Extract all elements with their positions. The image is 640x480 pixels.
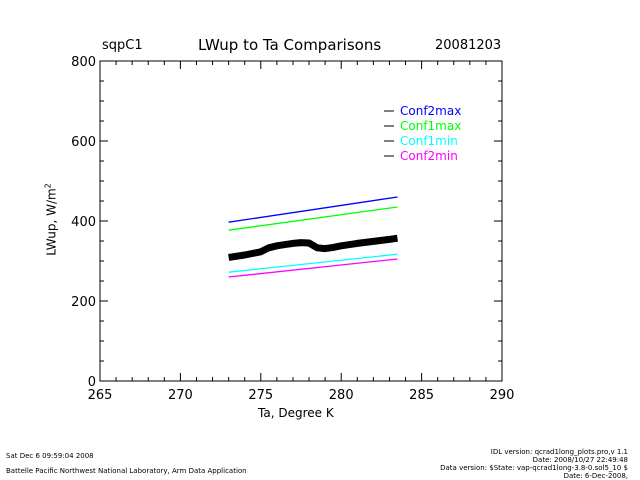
y-axis-label-text: LWup, W/m xyxy=(44,188,59,256)
legend-item-conf2min: Conf2min xyxy=(400,149,458,163)
date-label: 20081203 xyxy=(435,38,502,53)
footer-data-date: Date: 6-Dec-2008, xyxy=(563,472,628,480)
series-conf2max xyxy=(228,196,398,223)
footer-idl-date: Date: 2008/10/27 22:49:48 xyxy=(532,456,628,464)
site-label: sqpC1 xyxy=(102,38,143,53)
y-tick-label: 400 xyxy=(71,215,96,230)
x-tick-label: 265 xyxy=(88,388,113,403)
x-tick-label: 285 xyxy=(409,388,434,403)
y-tick-label: 200 xyxy=(71,295,96,310)
legend-item-conf1max: Conf1max xyxy=(400,119,462,133)
y-axis-label-sup: 2 xyxy=(43,183,53,189)
footer-run-time: Sat Dec 6 09:59:04 2008 xyxy=(6,452,94,460)
legend-item-conf2max: Conf2max xyxy=(400,104,462,118)
series-lwup xyxy=(228,234,398,261)
series-conf1max xyxy=(228,206,398,231)
legend-item-conf1min: Conf1min xyxy=(400,134,458,148)
footer-org: Battelle Pacific Northwest National Labo… xyxy=(6,467,247,475)
x-tick-label: 280 xyxy=(329,388,354,403)
x-tick-label: 275 xyxy=(248,388,273,403)
x-axis-label: Ta, Degree K xyxy=(258,406,334,420)
y-tick-label: 0 xyxy=(88,375,96,390)
series-conf2min xyxy=(228,258,398,278)
x-tick-label: 270 xyxy=(168,388,193,403)
series-conf1min xyxy=(228,253,398,273)
x-tick-label: 290 xyxy=(490,388,515,403)
y-tick-label: 600 xyxy=(71,135,96,150)
chart-title: LWup to Ta Comparisons xyxy=(198,36,382,54)
y-tick-label: 800 xyxy=(71,55,96,70)
y-axis-label: LWup, W/m2 xyxy=(44,165,59,275)
footer-idl-version: IDL version: qcrad1long_plots.pro,v 1.1 xyxy=(490,448,628,456)
footer-data-version: Data version: $State: vap-qcrad1long-3.8… xyxy=(440,464,628,472)
